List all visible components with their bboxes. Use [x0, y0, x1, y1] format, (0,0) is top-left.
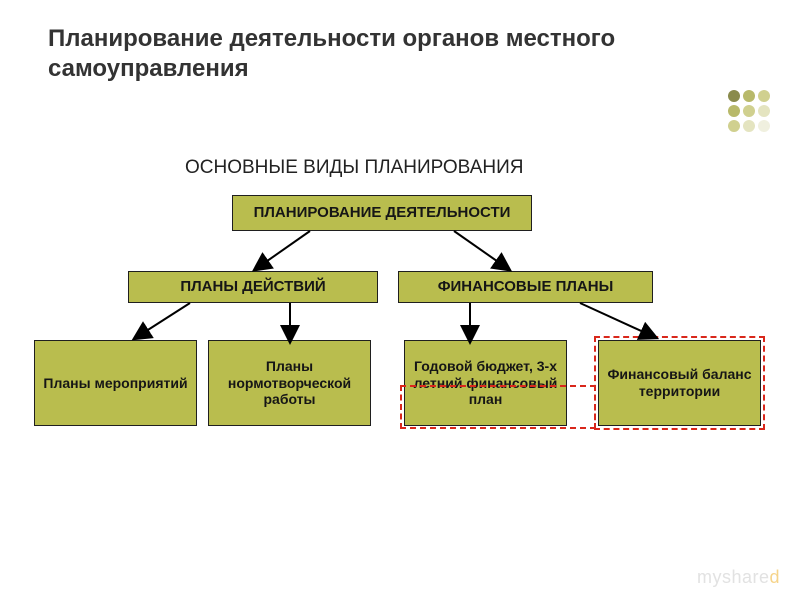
dot — [758, 120, 770, 132]
dot — [728, 120, 740, 132]
dot — [758, 105, 770, 117]
node-mid-left: ПЛАНЫ ДЕЙСТВИЙ — [128, 271, 378, 303]
node-root: ПЛАНИРОВАНИЕ ДЕЯТЕЛЬНОСТИ — [232, 195, 532, 231]
watermark-accent: d — [769, 567, 780, 587]
node-label: ФИНАНСОВЫЕ ПЛАНЫ — [438, 278, 614, 296]
node-leaf1: Планы мероприятий — [34, 340, 197, 426]
watermark-text: myshare — [697, 567, 770, 587]
dashed-highlight-leaf4 — [594, 336, 765, 430]
dot — [743, 90, 755, 102]
dot — [743, 105, 755, 117]
node-label: ПЛАНЫ ДЕЙСТВИЙ — [180, 278, 325, 296]
dot — [728, 90, 740, 102]
page-title: Планирование деятельности органов местно… — [48, 24, 648, 84]
diagram-subtitle: ОСНОВНЫЕ ВИДЫ ПЛАНИРОВАНИЯ — [185, 157, 523, 179]
node-label: Планы нормотворческой работы — [215, 358, 364, 408]
decor-dots — [728, 90, 770, 132]
watermark: myshared — [697, 567, 780, 588]
dashed-highlight-leaf3 — [400, 385, 596, 429]
node-mid-right: ФИНАНСОВЫЕ ПЛАНЫ — [398, 271, 653, 303]
dot — [743, 120, 755, 132]
dot — [758, 90, 770, 102]
node-label: Планы мероприятий — [43, 375, 187, 392]
dot — [728, 105, 740, 117]
node-label: ПЛАНИРОВАНИЕ ДЕЯТЕЛЬНОСТИ — [254, 204, 511, 222]
node-leaf2: Планы нормотворческой работы — [208, 340, 371, 426]
